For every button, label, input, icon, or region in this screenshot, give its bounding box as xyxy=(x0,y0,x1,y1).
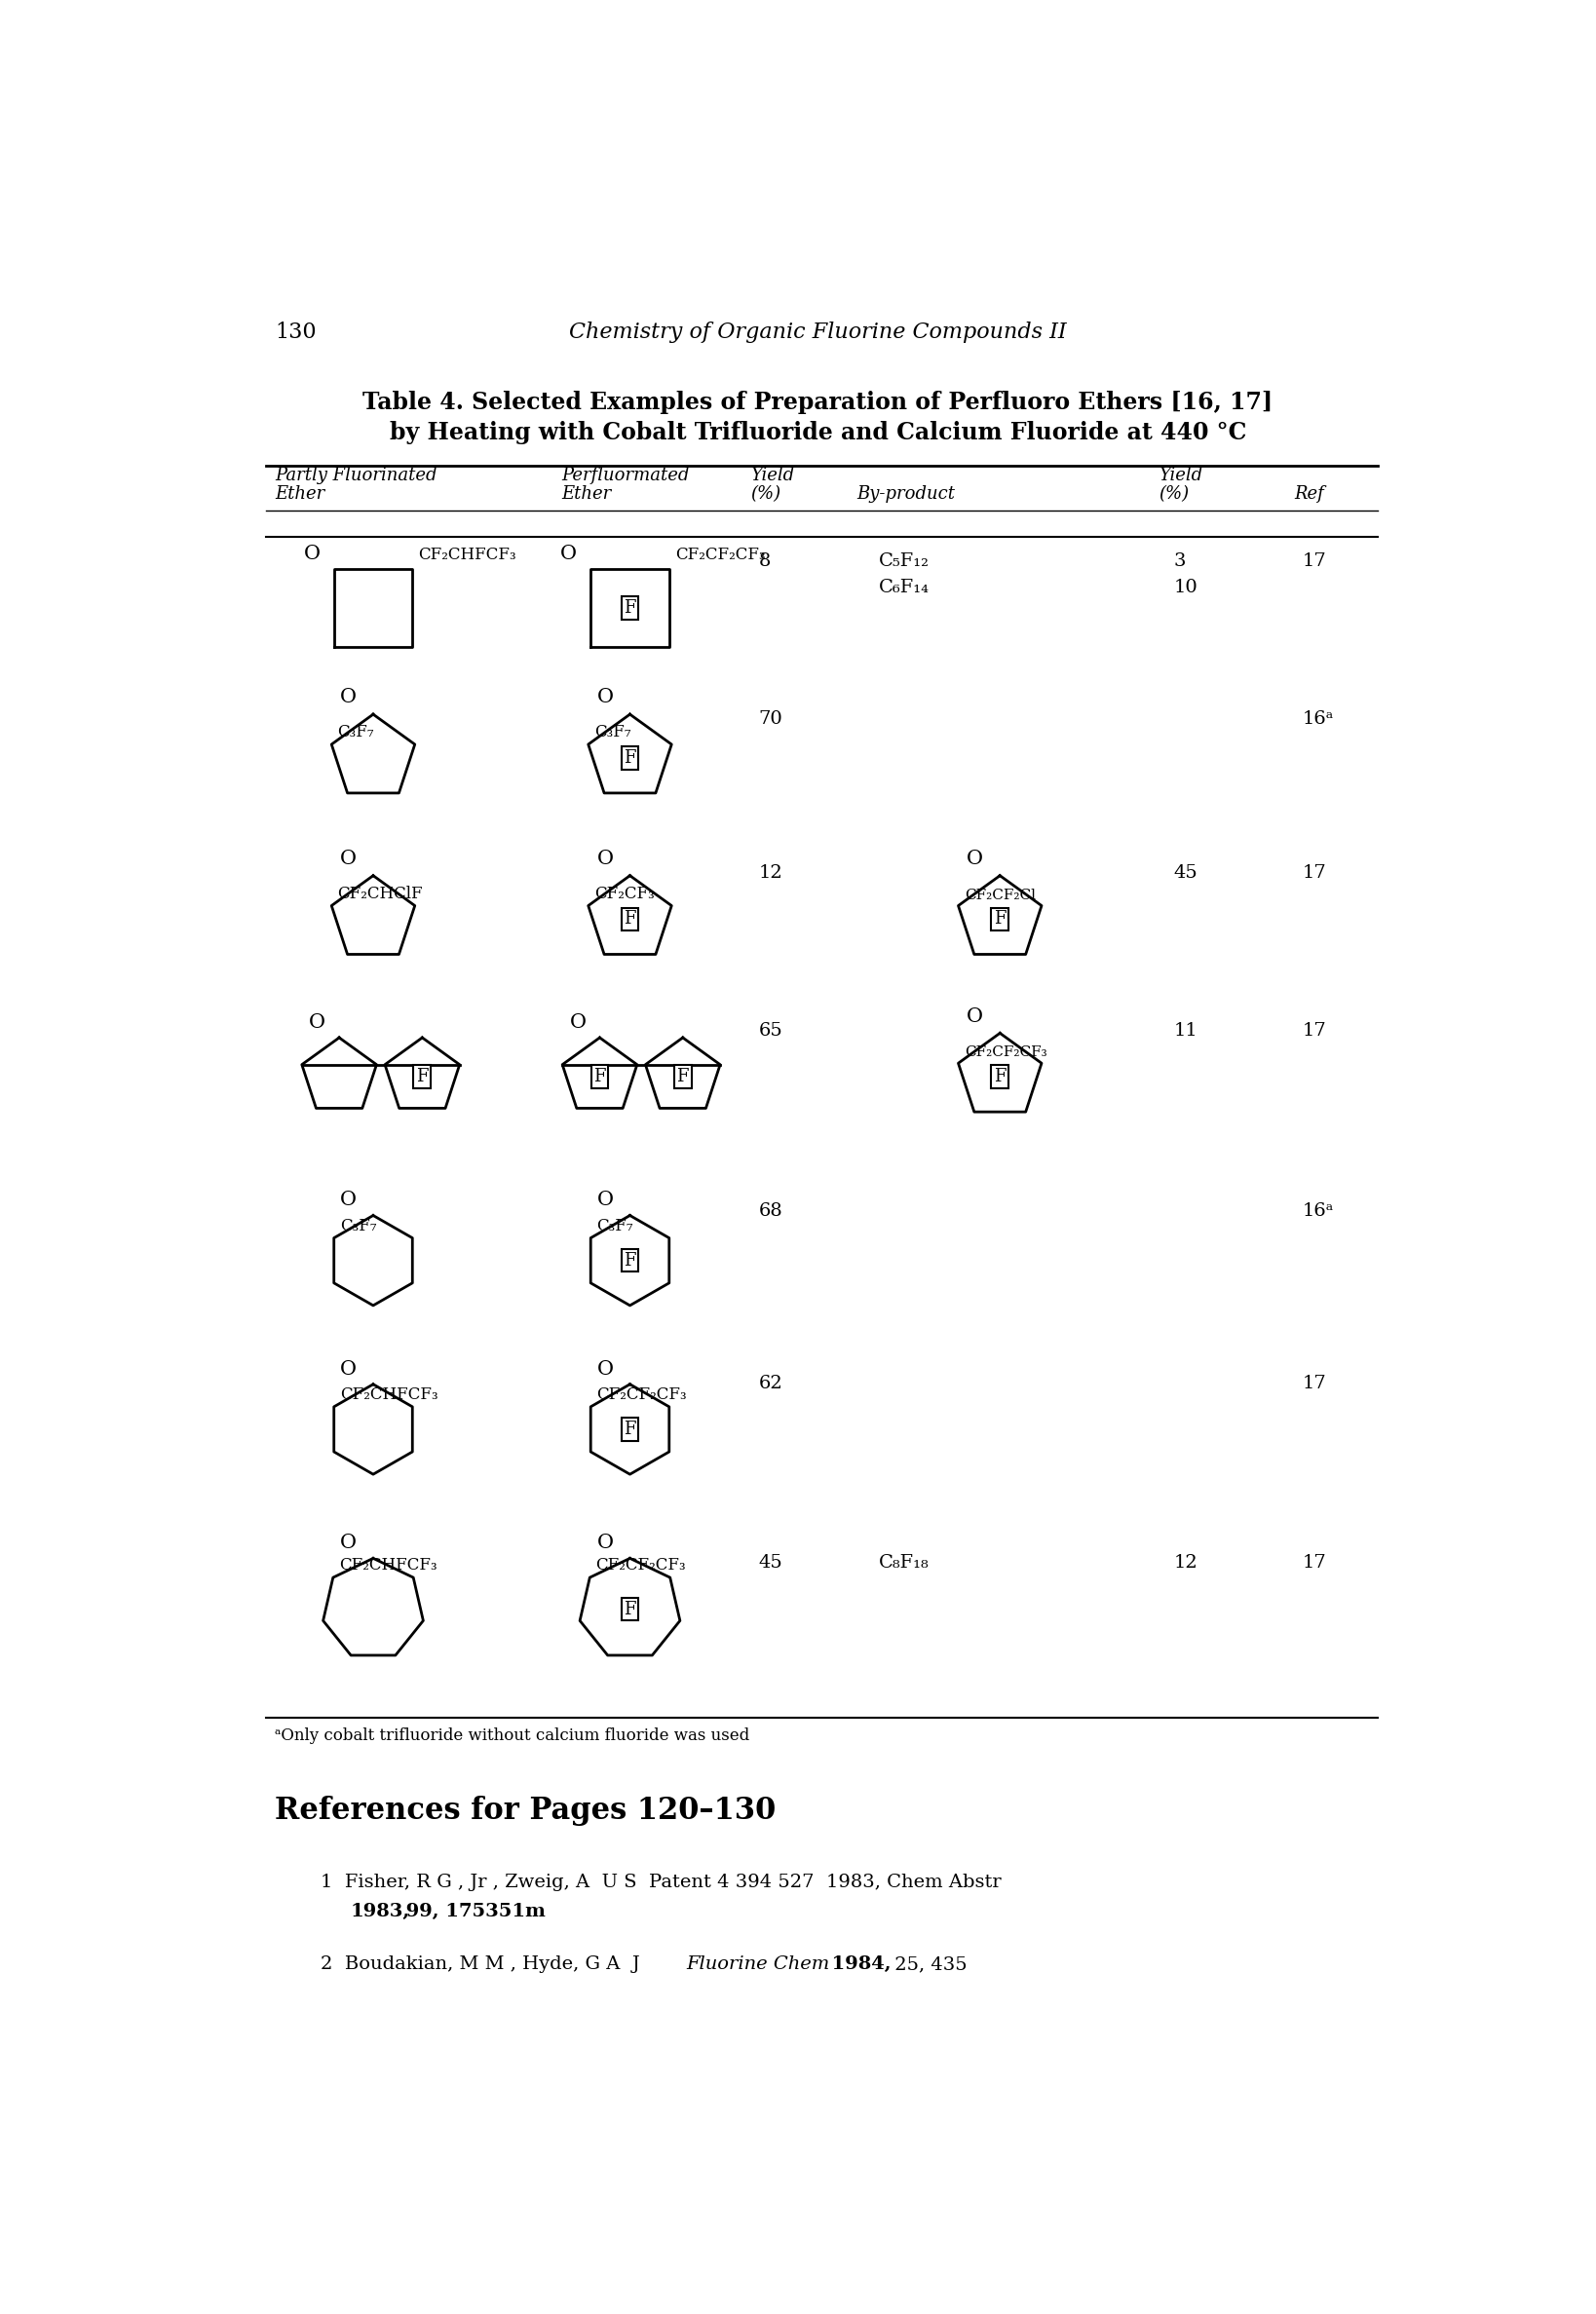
Text: 25, 435: 25, 435 xyxy=(889,1955,967,1974)
Text: Ref: Ref xyxy=(1294,486,1325,502)
Text: F: F xyxy=(624,909,637,928)
Text: 17: 17 xyxy=(1302,553,1326,572)
Text: F: F xyxy=(994,909,1005,928)
Text: 12: 12 xyxy=(758,863,782,882)
Text: 1  Fisher, R G , Jr , Zweig, A  U S  Patent 4 394 527  1983, Chem Abstr: 1 Fisher, R G , Jr , Zweig, A U S Patent… xyxy=(321,1874,1001,1891)
Text: O: O xyxy=(340,1534,356,1553)
Text: ᵃOnly cobalt trifluoride without calcium fluoride was used: ᵃOnly cobalt trifluoride without calcium… xyxy=(275,1729,750,1745)
Text: F: F xyxy=(624,599,637,616)
Text: O: O xyxy=(597,687,613,706)
Text: C₆F₁₄: C₆F₁₄ xyxy=(879,578,930,597)
Text: 16ᵃ: 16ᵃ xyxy=(1302,1201,1333,1219)
Text: C₃F₇: C₃F₇ xyxy=(340,1217,377,1233)
Text: Ether: Ether xyxy=(562,486,611,502)
Text: Table 4. Selected Examples of Preparation of Perfluoro Ethers [16, 17]: Table 4. Selected Examples of Preparatio… xyxy=(362,391,1274,414)
Text: O: O xyxy=(340,1361,356,1379)
Text: O: O xyxy=(310,1014,326,1032)
Text: 65: 65 xyxy=(758,1023,782,1039)
Text: C₅F₁₂: C₅F₁₂ xyxy=(879,553,930,572)
Text: C₃F₇: C₃F₇ xyxy=(597,1217,634,1233)
Text: O: O xyxy=(570,1014,586,1032)
Text: 68: 68 xyxy=(758,1201,782,1219)
Text: F: F xyxy=(624,1252,637,1270)
Text: 99, 175351m: 99, 175351m xyxy=(399,1904,546,1921)
Text: O: O xyxy=(597,1534,613,1553)
Text: 45: 45 xyxy=(1173,863,1197,882)
Text: CF₂CHFCF₃: CF₂CHFCF₃ xyxy=(338,1557,437,1574)
Text: 3: 3 xyxy=(1173,553,1186,572)
Text: 16ᵃ: 16ᵃ xyxy=(1302,710,1333,729)
Text: 62: 62 xyxy=(758,1375,782,1393)
Text: Yield: Yield xyxy=(750,467,795,484)
Text: Partly Fluorinated: Partly Fluorinated xyxy=(275,467,437,484)
Text: F: F xyxy=(994,1067,1005,1085)
Text: (%): (%) xyxy=(750,486,780,502)
Text: (%): (%) xyxy=(1159,486,1189,502)
Text: CF₂CF₃: CF₂CF₃ xyxy=(594,886,654,902)
Text: By-product: By-product xyxy=(857,486,954,502)
Text: O: O xyxy=(560,544,578,562)
Text: O: O xyxy=(597,1192,613,1210)
Text: O: O xyxy=(303,544,321,562)
Text: O: O xyxy=(597,849,613,868)
Text: F: F xyxy=(624,1601,637,1617)
Text: 17: 17 xyxy=(1302,1023,1326,1039)
Text: Perfluormated: Perfluormated xyxy=(562,467,689,484)
Text: 11: 11 xyxy=(1173,1023,1197,1039)
Text: F: F xyxy=(624,750,637,766)
Text: O: O xyxy=(967,849,983,868)
Text: 17: 17 xyxy=(1302,863,1326,882)
Text: CF₂CHFCF₃: CF₂CHFCF₃ xyxy=(418,546,517,562)
Text: O: O xyxy=(597,1361,613,1379)
Text: F: F xyxy=(594,1067,606,1085)
Text: O: O xyxy=(340,849,356,868)
Text: CF₂CF₂CF₃: CF₂CF₂CF₃ xyxy=(597,1386,686,1402)
Text: C₈F₁₈: C₈F₁₈ xyxy=(879,1555,929,1571)
Text: 70: 70 xyxy=(758,710,782,729)
Text: CF₂CF₂Cl: CF₂CF₂Cl xyxy=(964,889,1036,902)
Text: CF₂CHClF: CF₂CHClF xyxy=(338,886,423,902)
Text: by Heating with Cobalt Trifluoride and Calcium Fluoride at 440 °C: by Heating with Cobalt Trifluoride and C… xyxy=(389,421,1246,444)
Text: O: O xyxy=(340,1192,356,1210)
Text: 45: 45 xyxy=(758,1555,782,1571)
Text: F: F xyxy=(624,1421,637,1437)
Text: Chemistry of Organic Fluorine Compounds II: Chemistry of Organic Fluorine Compounds … xyxy=(570,322,1066,342)
Text: C₃F₇: C₃F₇ xyxy=(338,724,373,740)
Text: CF₂CF₂CF₃: CF₂CF₂CF₃ xyxy=(964,1046,1047,1060)
Text: Fluorine Chem: Fluorine Chem xyxy=(686,1955,830,1974)
Text: 2  Boudakian, M M , Hyde, G A  J: 2 Boudakian, M M , Hyde, G A J xyxy=(321,1955,646,1974)
Text: CF₂CHFCF₃: CF₂CHFCF₃ xyxy=(340,1386,437,1402)
Text: F: F xyxy=(677,1067,689,1085)
Text: F: F xyxy=(417,1067,428,1085)
Text: C₃F₇: C₃F₇ xyxy=(594,724,630,740)
Text: 130: 130 xyxy=(275,322,316,342)
Text: O: O xyxy=(340,687,356,706)
Text: O: O xyxy=(967,1007,983,1025)
Text: 1984,: 1984, xyxy=(819,1955,891,1974)
Text: Yield: Yield xyxy=(1159,467,1202,484)
Text: 17: 17 xyxy=(1302,1375,1326,1393)
Text: References for Pages 120–130: References for Pages 120–130 xyxy=(275,1796,776,1826)
Text: Ether: Ether xyxy=(275,486,326,502)
Text: 17: 17 xyxy=(1302,1555,1326,1571)
Text: 10: 10 xyxy=(1173,578,1197,597)
Text: CF₂CF₂CF₃: CF₂CF₂CF₃ xyxy=(675,546,766,562)
Text: 1983,: 1983, xyxy=(351,1904,410,1921)
Text: CF₂CF₂CF₃: CF₂CF₂CF₃ xyxy=(595,1557,686,1574)
Text: 8: 8 xyxy=(758,553,771,572)
Text: 12: 12 xyxy=(1173,1555,1197,1571)
